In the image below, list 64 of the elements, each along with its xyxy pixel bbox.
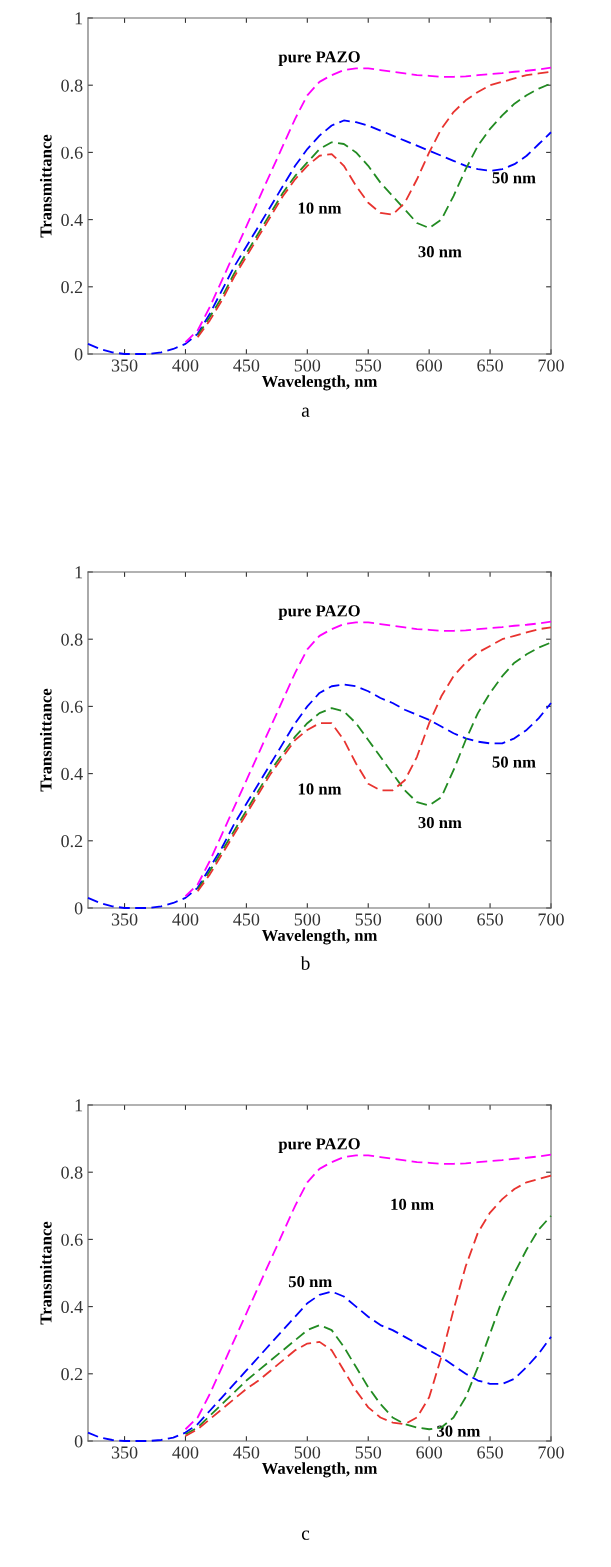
x-tick-label: 450	[233, 1446, 260, 1459]
annotation: 30 nm	[418, 246, 462, 258]
x-tick-label: 400	[172, 359, 199, 372]
x-tick-label: 350	[111, 359, 138, 372]
y-tick-label: 0.6	[61, 146, 83, 159]
x-tick-label: 600	[416, 913, 443, 926]
x-axis-title: Wavelength, nm	[261, 1462, 378, 1478]
x-tick-label: 600	[416, 359, 443, 372]
x-tick-label: 650	[477, 1446, 503, 1459]
x-axis-title: Wavelength, nm	[261, 929, 378, 945]
y-tick-label: 1	[75, 12, 83, 25]
x-tick-label: 550	[355, 913, 382, 926]
x-tick-label: 700	[538, 359, 564, 372]
y-tick-label: 0.6	[61, 700, 83, 713]
x-tick-label: 650	[477, 913, 503, 926]
y-axis-title: Transmittance	[39, 134, 52, 238]
y-tick-label: 0.2	[61, 835, 83, 848]
annotation: 10 nm	[298, 202, 342, 214]
annotation: 10 nm	[391, 1198, 434, 1210]
text: b	[300, 956, 310, 970]
y-tick-label: 1	[75, 1099, 83, 1112]
y-tick-label: 0	[74, 348, 83, 361]
x-tick-label: 350	[111, 1446, 138, 1459]
x-tick-label: 500	[294, 359, 321, 372]
x-tick-label: 700	[538, 913, 564, 926]
x-tick-label: 450	[233, 359, 260, 372]
x-tick-label: 550	[355, 359, 382, 372]
y-tick-label: 0.8	[61, 1166, 83, 1179]
x-tick-label: 400	[172, 1446, 199, 1459]
line-series	[184, 1214, 552, 1436]
y-tick-label: 0.4	[61, 767, 83, 781]
x-tick-label: 500	[294, 1446, 321, 1459]
y-tick-label: 0.4	[61, 213, 83, 227]
x-tick-label: 600	[416, 1446, 443, 1459]
y-tick-label: 0.6	[61, 1233, 83, 1246]
x-tick-label: 700	[538, 1446, 564, 1459]
x-tick-label: 450	[233, 913, 260, 926]
text: a	[301, 407, 310, 417]
annotation: 50 nm	[492, 172, 536, 184]
y-tick-label: 0.2	[61, 1368, 83, 1381]
annotation: 50 nm	[492, 756, 536, 768]
annotation: 50 nm	[288, 1276, 332, 1288]
y-tick-label: 0.8	[61, 633, 83, 646]
y-tick-label: 0.2	[61, 281, 83, 294]
y-tick-label: 1	[75, 566, 83, 579]
x-tick-label: 550	[355, 1446, 382, 1459]
y-tick-label: 0	[74, 902, 83, 915]
annotation: pure PAZO	[278, 51, 360, 66]
text: c	[301, 1530, 310, 1540]
annotation: 30 nm	[418, 816, 462, 829]
x-tick-label: 650	[477, 359, 503, 372]
annotation: pure PAZO	[278, 1138, 360, 1153]
y-tick-label: 0.8	[61, 79, 83, 92]
annotation: 30 nm	[437, 1425, 481, 1437]
x-tick-label: 350	[111, 913, 138, 926]
x-tick-label: 500	[294, 913, 321, 926]
y-tick-label: 0	[74, 1435, 83, 1448]
x-axis-title: Wavelength, nm	[261, 375, 378, 391]
y-axis-title: Transmittance	[39, 1221, 52, 1325]
annotation: pure PAZO	[278, 605, 360, 620]
annotation: 10 nm	[298, 783, 342, 795]
y-axis-title: Transmittance	[39, 688, 52, 792]
y-tick-label: 0.4	[61, 1300, 83, 1314]
x-tick-label: 400	[172, 913, 199, 926]
